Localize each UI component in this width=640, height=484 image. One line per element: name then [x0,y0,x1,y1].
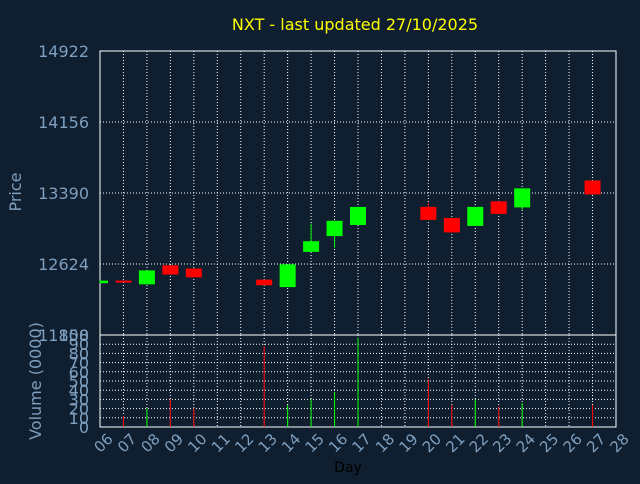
volume-tick-label: 50 [69,372,89,391]
price-tick-label: 12624 [38,255,89,274]
candle-body [350,206,366,225]
candle-body [326,220,343,237]
candle-body [279,264,296,288]
volume-tick-label: 10 [69,409,89,428]
volume-tick-label: 100 [58,326,89,345]
price-tick-label: 13390 [38,184,89,203]
price-tick-label: 14156 [38,113,89,132]
candle-body [584,180,601,195]
price-tick-label: 11858 [38,326,89,345]
price-panel: 11858 12624 13390 14156 14922 [38,42,617,345]
candle-body [467,206,484,226]
price-tick-label: 14922 [38,42,89,61]
day-axis-label: Day [334,460,362,476]
candle-body [514,188,531,208]
candle-body [138,270,155,285]
candle-body [256,279,273,286]
volume-tick-label: 0 [79,418,89,437]
volume-tick-label: 90 [69,335,89,354]
candle-body [162,265,179,275]
volume-tick-label: 80 [69,344,89,363]
chart-title: NXT - last updated 27/10/2025 [232,15,478,34]
candle-body [185,268,202,278]
volume-axis-label: Volume (0000) [26,322,45,440]
price-axis-label: Price [6,172,25,211]
candle-body [490,201,507,214]
volume-tick-label: 60 [69,363,89,382]
candle-body [115,280,132,283]
candle-body [420,206,437,220]
volume-tick-label: 30 [69,390,89,409]
candle-body [443,218,460,233]
volume-tick-label: 70 [69,354,89,373]
candle-body [303,241,320,252]
candle-body [100,280,108,284]
volume-tick-label: 40 [69,381,89,400]
volume-tick-label: 20 [69,400,89,419]
